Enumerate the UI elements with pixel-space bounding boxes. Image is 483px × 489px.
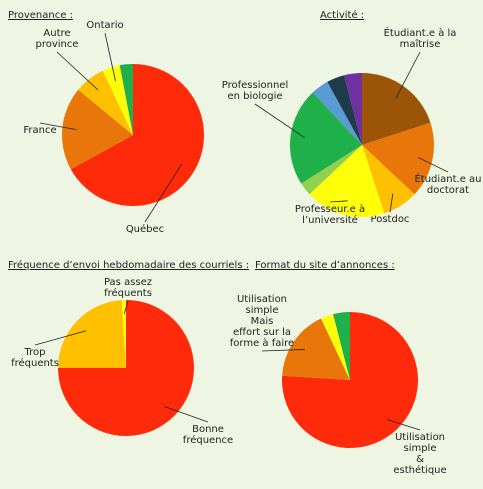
pie-slice [290,92,362,184]
pie-slice [102,65,133,135]
leader-line [34,330,87,346]
slice-label: esthétique [393,464,446,476]
leader-line [56,51,99,91]
pie-slice [333,312,350,380]
slice-label: Mais [251,316,274,327]
pie-slice [344,73,362,145]
chart-title: Provenance : [8,10,73,21]
slice-label: province [35,39,78,50]
slice-label: Étudiant.e au [414,172,481,185]
slice-label: fréquence [183,434,233,446]
slice-label: l’université [302,214,358,226]
slice-label: Professionnel [222,80,288,91]
pie-slice [58,300,126,368]
leader-line [418,157,449,173]
pie-slice [301,145,362,195]
pie-slice [282,318,350,380]
slice-label: simple [403,443,436,454]
slice-label: simple [245,305,278,316]
pie-slice [309,145,385,217]
chart-title: Format du site d’annonces : [255,260,395,271]
leader-line [261,349,306,352]
slice-label: maîtrise [400,38,441,50]
slice-label: Trop [24,347,46,358]
leader-line [164,406,209,423]
pie-slice [62,89,133,170]
pie-slice [362,73,431,145]
slice-label: Québec [126,223,164,235]
leader-line [104,32,116,82]
slice-label: forme à faire [230,337,294,349]
slice-label: fréquents [11,357,59,369]
slice-label: Postdoc [371,214,410,225]
slice-label: fréquents [104,287,152,299]
slice-label: Professeur.e à [295,203,365,215]
pie-slice [362,145,415,214]
pie-slice [119,64,133,135]
pie-slice [78,70,133,135]
slice-label: Étudiant.e à la [384,26,457,39]
slice-label: doctorat [427,185,469,196]
leader-line [329,200,348,203]
slice-label: Autre [43,28,70,39]
pie-slice [70,64,204,207]
slice-label: & [416,454,424,465]
leader-line [389,193,394,213]
pie-slice [362,122,434,195]
slice-label: Utilisation [395,432,445,443]
pie-slice [327,75,362,145]
leader-line [395,51,421,99]
leader-line [254,103,306,139]
leader-line [39,122,77,131]
slice-label: France [23,125,56,136]
slice-label: Bonne [192,424,224,435]
leader-line [387,419,421,431]
pie-slice [321,314,350,380]
chart-title: Activité : [320,9,364,21]
slice-label: Pas assez [104,277,152,288]
pie-slice [121,300,126,368]
slice-label: Utilisation [237,294,287,305]
slice-label: Ontario [86,20,123,31]
pie-slice [312,81,362,145]
slice-label: effort sur la [233,327,291,338]
leader-line [123,300,129,314]
slice-label: en biologie [227,91,282,102]
leader-line [144,163,183,223]
chart-title: Fréquence d’envoi hebdomadaire des courr… [8,259,249,271]
